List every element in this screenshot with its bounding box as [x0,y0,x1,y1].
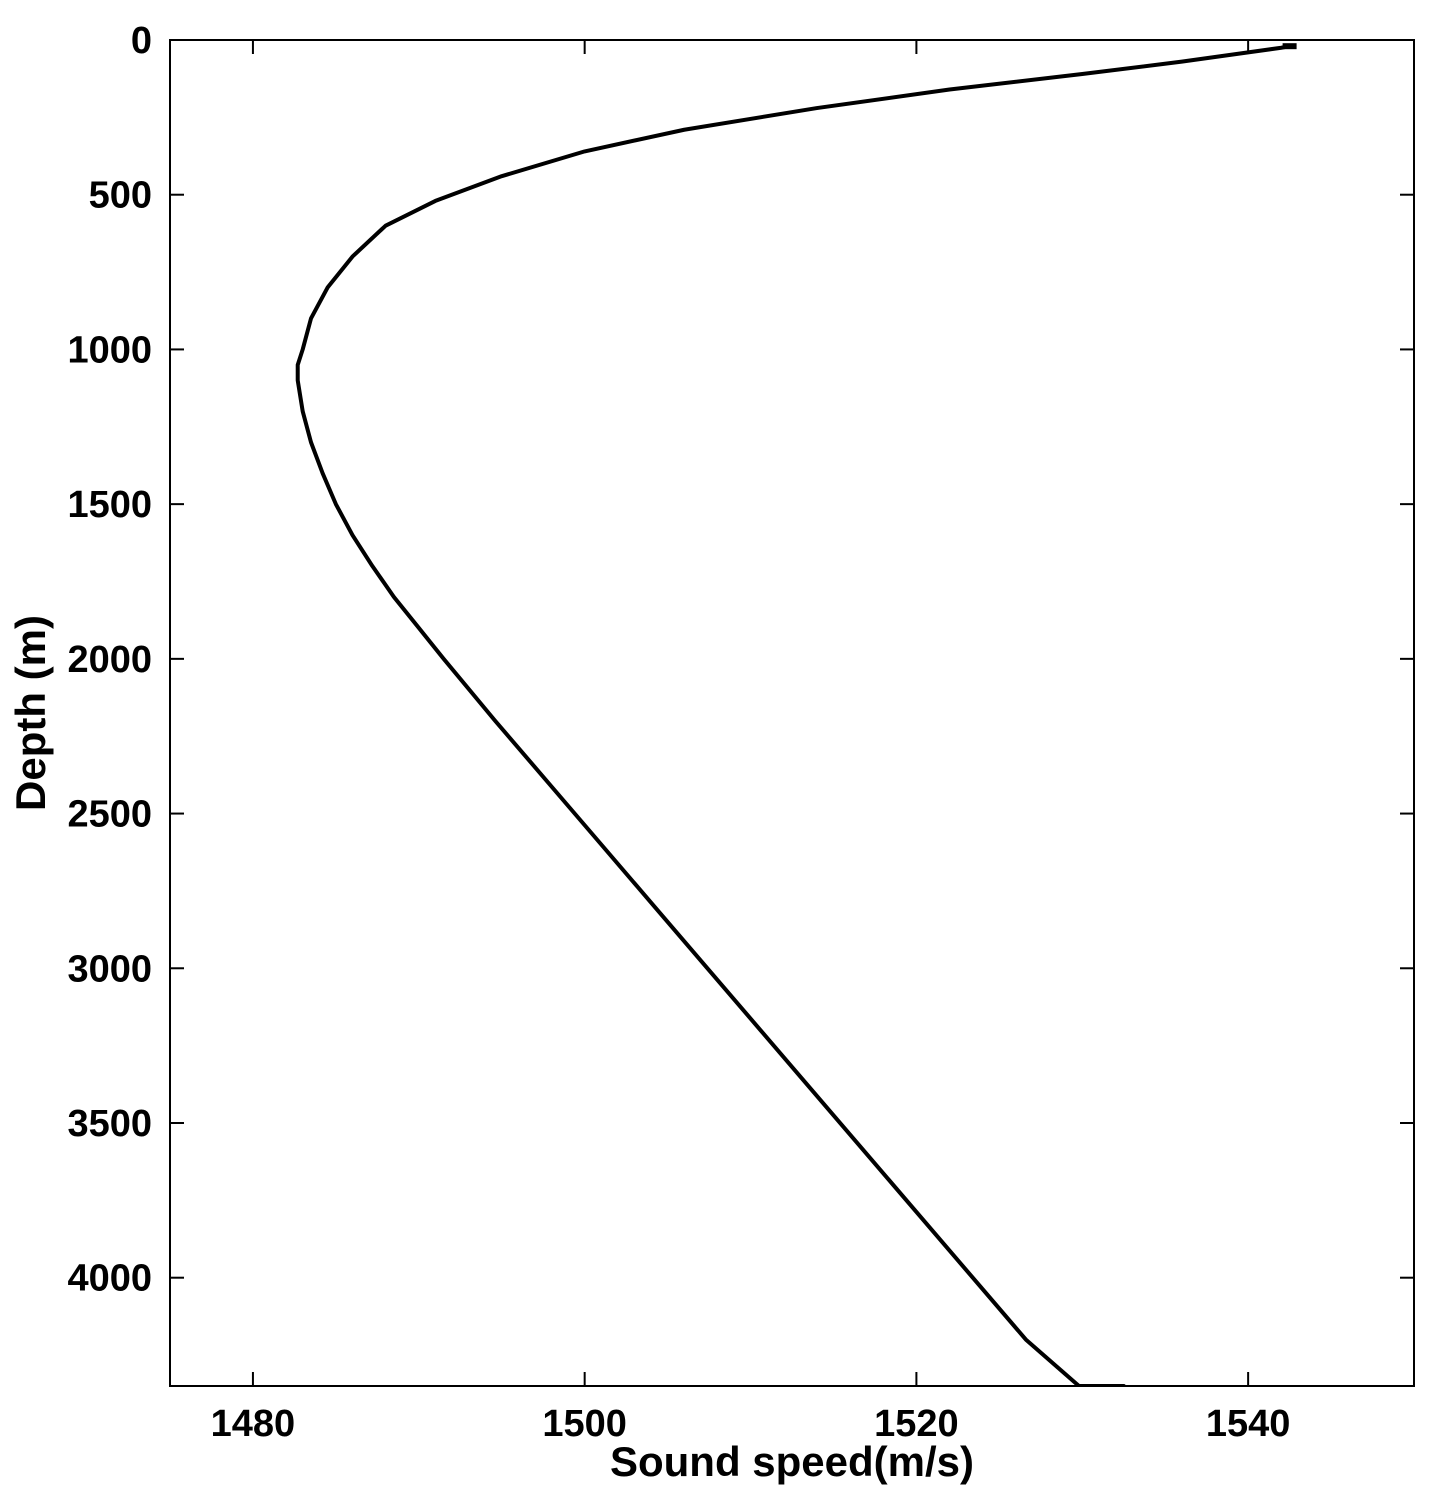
svg-text:0: 0 [131,20,152,62]
svg-text:Depth (m): Depth (m) [7,615,54,811]
chart-container: 1480150015201540050010001500200025003000… [0,0,1454,1506]
sound-speed-chart: 1480150015201540050010001500200025003000… [0,0,1454,1506]
svg-text:1000: 1000 [67,329,152,371]
svg-text:2000: 2000 [67,639,152,681]
svg-text:3000: 3000 [67,948,152,990]
svg-text:2500: 2500 [67,794,152,836]
svg-text:1480: 1480 [211,1403,296,1445]
svg-text:4000: 4000 [67,1258,152,1300]
svg-text:1540: 1540 [1206,1403,1291,1445]
svg-text:3500: 3500 [67,1103,152,1145]
svg-text:Sound speed(m/s): Sound speed(m/s) [610,1438,974,1485]
svg-text:1500: 1500 [67,484,152,526]
svg-text:500: 500 [89,175,152,217]
